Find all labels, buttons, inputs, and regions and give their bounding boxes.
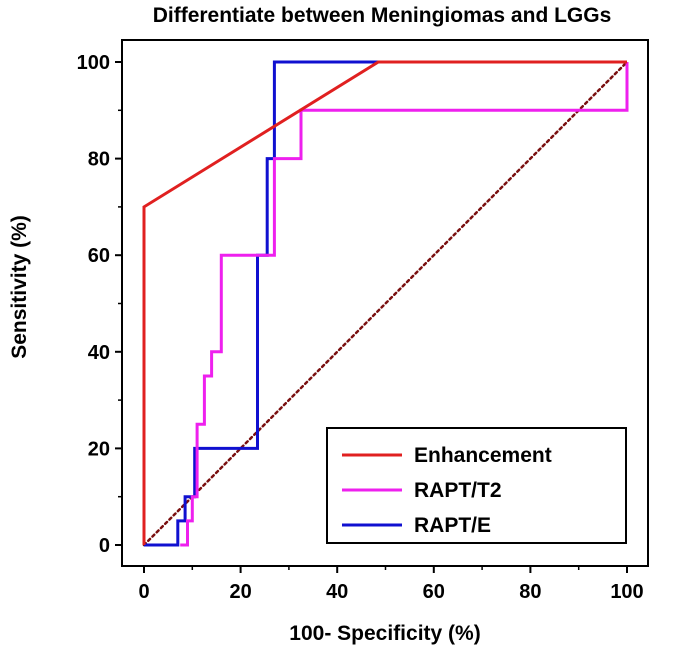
x-tick-label: 20 (229, 581, 251, 603)
series-layer (142, 60, 629, 547)
legend-label-rapt-t2: RAPT/T2 (414, 479, 502, 502)
y-tick-label: 0 (99, 535, 110, 557)
series-line-enhancement (142, 60, 627, 545)
y-tick-label: 80 (88, 149, 110, 171)
x-axis-label: 100- Specificity (%) (289, 622, 480, 645)
reference-line-group (142, 60, 629, 547)
chart-title: Differentiate between Meningiomas and LG… (153, 4, 612, 27)
legend-label-rapt-e: RAPT/E (414, 514, 491, 537)
y-axis: 0 20 40 60 80 100 (77, 52, 122, 557)
x-tick-label: 0 (138, 581, 149, 603)
legend: Enhancement RAPT/T2 RAPT/E (326, 427, 627, 544)
x-tick-label: 80 (519, 581, 541, 603)
x-tick-label: 60 (423, 581, 445, 603)
series-line-rapt-t2 (180, 62, 629, 547)
y-tick-label: 20 (88, 438, 110, 460)
legend-label-enhancement: Enhancement (414, 444, 552, 467)
reference-diagonal (142, 60, 629, 547)
x-tick-label: 100 (610, 581, 643, 603)
y-axis-label: Sensitivity (%) (8, 215, 31, 359)
y-tick-label: 100 (77, 52, 110, 74)
x-axis: 0 20 40 60 80 100 (138, 566, 644, 603)
x-tick-label: 40 (326, 581, 348, 603)
y-tick-label: 60 (88, 245, 110, 267)
y-tick-label: 40 (88, 342, 110, 364)
